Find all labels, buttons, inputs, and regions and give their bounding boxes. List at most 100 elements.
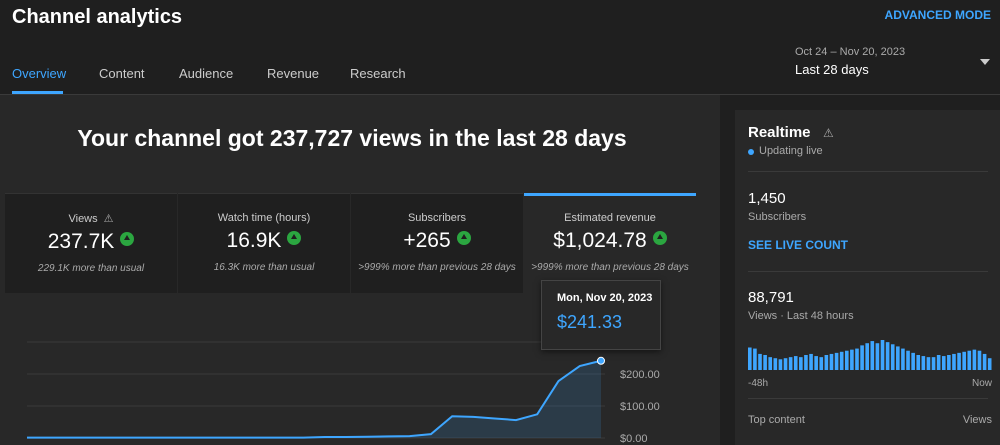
subscribers-value: 1,450 bbox=[748, 190, 786, 207]
tooltip: Mon, Nov 20, 2023 $241.33 bbox=[541, 280, 661, 350]
metric-note: 16.3K more than usual bbox=[213, 262, 315, 273]
bar bbox=[931, 357, 936, 370]
bar bbox=[911, 352, 915, 370]
realtime-status: Updating live bbox=[759, 145, 823, 157]
metric-label: Views ⚠ bbox=[5, 212, 177, 225]
bar bbox=[947, 355, 951, 370]
tab[interactable]: Overview bbox=[12, 66, 67, 81]
bar bbox=[793, 356, 798, 370]
live-dot bbox=[748, 149, 754, 155]
metric-value: 237.7K bbox=[5, 230, 177, 254]
bar bbox=[875, 343, 880, 370]
bar bbox=[809, 353, 813, 370]
up-icon bbox=[456, 231, 471, 245]
bar bbox=[885, 342, 890, 370]
bar bbox=[941, 356, 946, 370]
bar bbox=[834, 352, 839, 370]
period[interactable]: Last 28 days bbox=[795, 62, 869, 77]
y-tick-label: $100.00 bbox=[620, 401, 660, 413]
metric-card[interactable]: Subscribers +265 >999% more than previous … bbox=[351, 193, 523, 293]
bar bbox=[982, 353, 987, 370]
metric-label-text: Views bbox=[68, 213, 98, 225]
warning-icon: ⚠ bbox=[103, 213, 114, 225]
metric-value-text: 237.7K bbox=[47, 230, 115, 253]
bar bbox=[972, 349, 977, 370]
metric-value: 16.9K bbox=[178, 229, 350, 253]
bar bbox=[778, 359, 783, 370]
metric-note: >999% more than previous 28 days bbox=[531, 262, 689, 273]
bar bbox=[839, 351, 844, 370]
divider bbox=[748, 171, 988, 172]
metric-card[interactable]: Estimated revenue $1,024.78 >999% more tha… bbox=[524, 193, 696, 293]
bar bbox=[753, 348, 757, 370]
revenue-chart: $0.00 $100.00 $200.00 bbox=[27, 341, 660, 445]
bar bbox=[804, 355, 808, 370]
divider bbox=[748, 271, 988, 272]
metric-value-text: +265 bbox=[403, 229, 451, 252]
bar bbox=[768, 357, 773, 370]
tab-underline bbox=[12, 91, 63, 94]
metric-value-text: $1,024.78 bbox=[553, 229, 647, 252]
bar bbox=[783, 358, 788, 370]
metric-card[interactable]: Views ⚠ 237.7K 229.1K more than usual bbox=[5, 193, 177, 293]
date-range: Oct 24 – Nov 20, 2023 bbox=[795, 46, 906, 58]
bar bbox=[865, 343, 869, 370]
bar bbox=[763, 355, 767, 370]
views-value: 88,791 bbox=[748, 289, 794, 306]
metric-label-text: Watch time (hours) bbox=[217, 212, 311, 224]
bar bbox=[952, 353, 956, 370]
divider bbox=[0, 94, 1000, 95]
dropdown-arrow[interactable] bbox=[980, 59, 990, 65]
bar bbox=[758, 353, 762, 370]
bar bbox=[844, 350, 849, 370]
metric-note: 229.1K more than usual bbox=[37, 263, 145, 274]
views-column: Views bbox=[962, 414, 992, 426]
bar bbox=[890, 344, 895, 370]
views-label: Views · Last 48 hours bbox=[748, 310, 854, 322]
bar bbox=[870, 341, 875, 370]
metric-card[interactable]: Watch time (hours) 16.9K 16.3K more than u… bbox=[178, 193, 350, 293]
subscribers-label: Subscribers bbox=[748, 211, 807, 223]
tooltip-value: $241.33 bbox=[557, 312, 623, 332]
y-tick-label: $0.00 bbox=[620, 433, 648, 445]
realtime-card: Realtime ⚠ Updating live 1,450 Subscribe… bbox=[735, 110, 1000, 445]
bars-end: Now bbox=[971, 378, 992, 389]
realtime-bars bbox=[748, 340, 992, 370]
advanced-mode[interactable]: ADVANCED MODE bbox=[884, 8, 991, 22]
headline: Your channel got 237,727 views in the la… bbox=[77, 125, 627, 151]
tab[interactable]: Content bbox=[99, 66, 145, 81]
bar bbox=[819, 357, 824, 370]
line bbox=[27, 359, 602, 439]
area bbox=[27, 360, 601, 438]
bar bbox=[921, 356, 926, 370]
bars-start: -48h bbox=[748, 378, 769, 389]
live-count-link[interactable]: SEE LIVE COUNT bbox=[748, 238, 849, 252]
divider bbox=[748, 398, 988, 399]
bar bbox=[936, 355, 941, 370]
tab[interactable]: Audience bbox=[179, 66, 234, 81]
realtime-title: Realtime bbox=[748, 124, 811, 141]
up-icon bbox=[120, 232, 135, 246]
bar bbox=[987, 358, 992, 370]
up-icon bbox=[652, 231, 667, 245]
bar bbox=[896, 346, 900, 370]
bar bbox=[788, 357, 793, 370]
bar bbox=[926, 357, 931, 370]
tab[interactable]: Research bbox=[350, 66, 406, 81]
tab[interactable]: Revenue bbox=[267, 66, 320, 81]
metric-value: +265 bbox=[351, 229, 523, 253]
y-tick-label: $200.00 bbox=[620, 369, 660, 381]
metric-value-text: 16.9K bbox=[226, 229, 282, 252]
metric-note: >999% more than previous 28 days bbox=[358, 262, 516, 273]
bar bbox=[880, 340, 885, 370]
warning-icon: ⚠ bbox=[823, 126, 834, 140]
metric-label-text: Estimated revenue bbox=[564, 212, 656, 224]
top-content: Top content bbox=[748, 414, 805, 426]
metric-value: $1,024.78 bbox=[524, 229, 696, 253]
bar bbox=[962, 351, 966, 370]
bar bbox=[799, 357, 803, 370]
hover-point bbox=[597, 356, 605, 365]
bar bbox=[829, 353, 834, 370]
page-title: Channel analytics bbox=[12, 6, 183, 28]
